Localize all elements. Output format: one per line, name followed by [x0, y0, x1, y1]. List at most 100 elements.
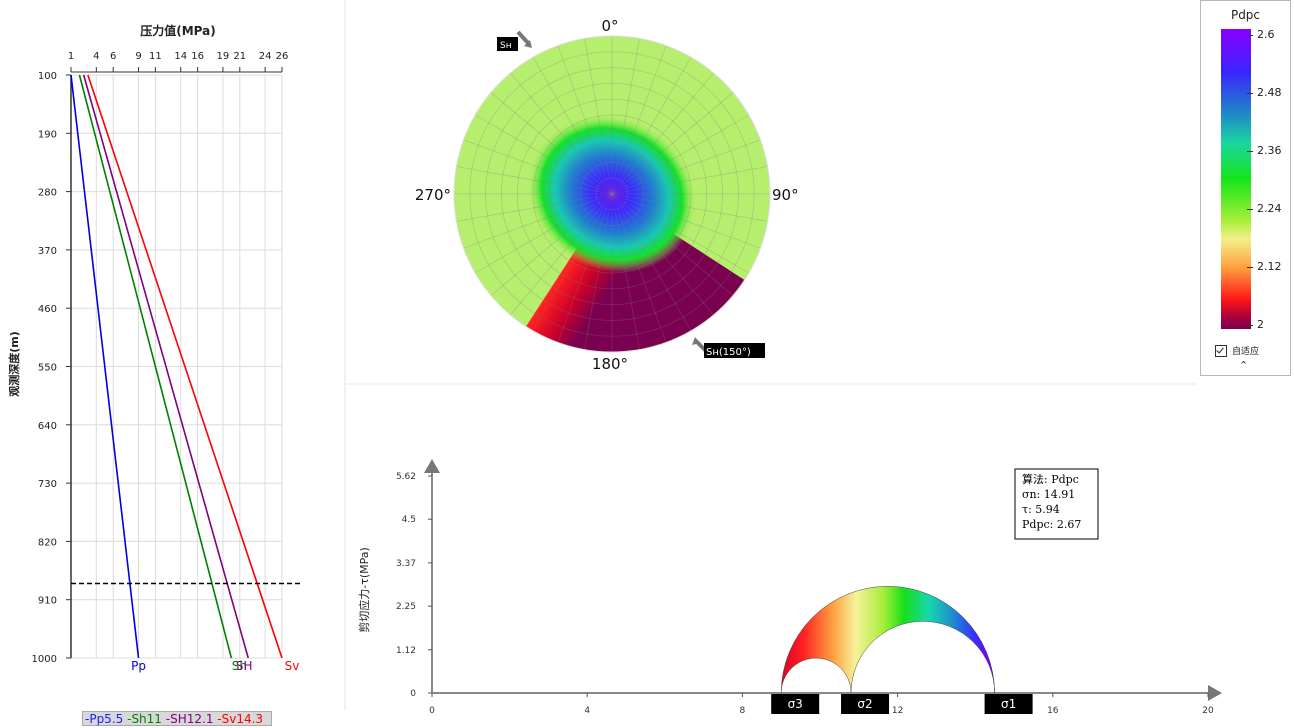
- tick-labels: 0 4 8 12 16 20 0 1.12 2.25 3.37 4.5 5.62: [396, 472, 1214, 716]
- y-tick-label: 910: [38, 596, 57, 607]
- y-tick-label: 0: [410, 689, 416, 699]
- polar-spoke: [474, 193, 613, 274]
- info-pdpc: Pdpc: 2.67: [1022, 518, 1081, 531]
- axes: [424, 459, 1222, 701]
- info-box: 算法: Pdpc σn: 14.91 τ: 5.94 Pdpc: 2.67: [1014, 468, 1099, 540]
- x-tick-label: 0: [429, 706, 435, 716]
- y-tick-label: 550: [38, 363, 57, 374]
- sh-max-marker: Sн(150°): [692, 337, 765, 358]
- auto-adapt-checkbox[interactable]: [1215, 344, 1227, 357]
- colorbar-tick: [1247, 35, 1253, 36]
- colorbar-tick-label: 2.12: [1257, 260, 1282, 273]
- polar-spoke: [584, 193, 613, 350]
- auto-adapt-toggle[interactable]: 自适应: [1215, 344, 1259, 357]
- polar-spoke: [611, 193, 692, 332]
- series-line-Pp: [70, 74, 140, 659]
- sigma-label: σ3: [788, 697, 803, 711]
- polar-grid: [454, 36, 770, 352]
- y-tick-label: 1.12: [396, 646, 416, 656]
- sh-max-label: Sн(150°): [706, 347, 751, 358]
- y-tick-label: 3.37: [396, 559, 416, 569]
- polar-spoke: [510, 193, 613, 316]
- angle-label-90: 90°: [772, 186, 799, 204]
- colorbar-tick-label: 2.24: [1257, 202, 1282, 215]
- sigma-label-box: [841, 694, 890, 714]
- info-sigma-n: σn: 14.91: [1022, 488, 1075, 501]
- series-label-SH: SH: [236, 659, 253, 673]
- info-tau: τ: 5.94: [1022, 503, 1060, 516]
- colorbar-gradient: [1221, 29, 1251, 329]
- stereonet-disc: [454, 36, 770, 352]
- polar-ring: [516, 98, 708, 290]
- x-tick-label: 9: [135, 51, 141, 62]
- sh-min-label: Sн: [500, 41, 512, 51]
- polar-spoke: [557, 45, 613, 195]
- polar-ring: [485, 67, 739, 321]
- series-line-Sh: [78, 74, 233, 659]
- polar-spoke: [611, 139, 761, 195]
- polar-spoke: [463, 139, 613, 195]
- colorbar-tick-label: 2.36: [1257, 144, 1282, 157]
- x-tick-label: 1: [68, 51, 74, 62]
- x-axis-arrow-icon: [1208, 685, 1222, 701]
- polar-ring: [469, 51, 755, 337]
- polar-spoke: [611, 72, 714, 195]
- y-tick-label: 100: [38, 71, 57, 82]
- polar-ring: [595, 177, 629, 211]
- sh-min-arrow-icon: [516, 30, 530, 45]
- y-axis-label: 观测深度(m): [7, 331, 21, 397]
- colorbar-tick: [1247, 209, 1253, 210]
- polar-ring: [580, 162, 644, 226]
- series-legend: -Pp5.5 -Sh11 -SH12.1 -Sv14.3: [82, 711, 272, 726]
- polar-ring: [564, 146, 660, 242]
- polar-spoke: [510, 72, 613, 195]
- polar-spoke: [611, 45, 667, 195]
- polar-spoke: [611, 166, 768, 195]
- colorbar-title: Pdpc: [1230, 8, 1261, 22]
- grid: [66, 67, 283, 659]
- colorbar-tick: [1247, 151, 1253, 152]
- y-tick-label: 280: [38, 188, 57, 199]
- x-tick-label: 6: [110, 51, 116, 62]
- y-tick-label: 460: [38, 304, 57, 315]
- sigma-labels: σ3 σ2 σ1: [771, 694, 1033, 714]
- colorbar-tick: [1247, 93, 1253, 94]
- y-tick-label: 370: [38, 246, 57, 257]
- x-tick-labels: 1 4 6 9 11 14 16 19 21 24 26: [68, 51, 289, 62]
- y-tick-label: 820: [38, 537, 57, 548]
- x-tick-label: 16: [191, 51, 204, 62]
- y-tick-label: 730: [38, 479, 57, 490]
- depth-pressure-chart: 压力值(MPa) 观测深度(m) 1 4 6 9 11 14 16 19 21 24 26 1001…: [7, 0, 346, 710]
- colorbar-tick-label: 2.6: [1257, 28, 1275, 41]
- x-tick-label: 8: [740, 706, 746, 716]
- polar-spoke: [611, 193, 761, 249]
- y-tick-label: 4.5: [402, 515, 416, 525]
- legend-SH: -SH12.1: [165, 712, 214, 726]
- polar-spoke: [532, 193, 613, 332]
- polar-ring: [548, 130, 676, 258]
- legend-sh: -Sh11: [127, 712, 162, 726]
- chart-title: 压力值(MPa): [140, 23, 215, 38]
- x-tick-label: 14: [174, 51, 187, 62]
- chevron-up-icon[interactable]: ⌃: [1239, 359, 1249, 372]
- polar-spoke: [611, 114, 750, 195]
- x-tick-label: 12: [892, 706, 903, 716]
- polar-ring: [501, 83, 723, 305]
- polar-spoke: [463, 193, 613, 249]
- y-tick-label: 2.25: [396, 602, 416, 612]
- polar-spoke: [584, 38, 613, 195]
- polar-spoke: [557, 193, 613, 343]
- y-tick-label: 1000: [32, 654, 57, 665]
- polar-spoke: [490, 193, 613, 296]
- info-algorithm: 算法: Pdpc: [1022, 472, 1079, 486]
- polar-ring: [532, 114, 692, 274]
- colorbar-tick-label: 2.48: [1257, 86, 1282, 99]
- sigma-label: σ1: [1001, 697, 1016, 711]
- polar-spoke: [611, 193, 750, 274]
- x-tick-label: 20: [1202, 706, 1214, 716]
- angle-label-270: 270°: [415, 186, 451, 204]
- polar-spoke: [611, 38, 640, 195]
- x-tick-label: 26: [276, 51, 289, 62]
- disc-outline: [453, 35, 771, 353]
